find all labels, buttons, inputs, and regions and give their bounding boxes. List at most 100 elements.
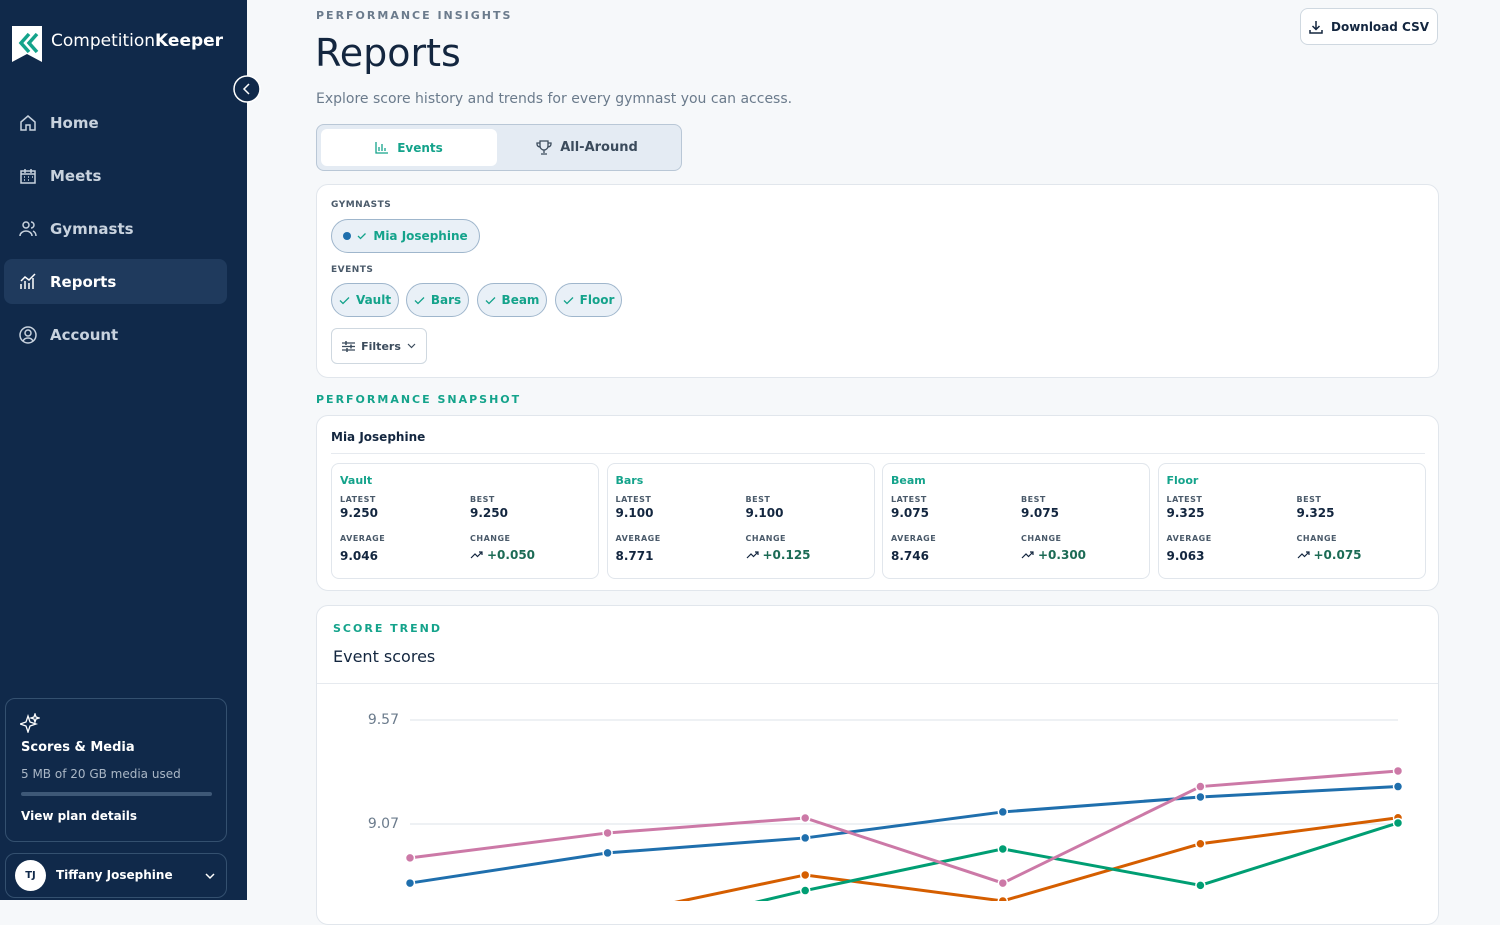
stat-value: 8.771 bbox=[616, 549, 654, 563]
stat-label: AVERAGE bbox=[615, 534, 661, 543]
nav-item[interactable]: Reports bbox=[4, 259, 227, 304]
data-point bbox=[1392, 817, 1404, 829]
sparkle-icon bbox=[20, 713, 40, 733]
tab-all-around[interactable]: All-Around bbox=[497, 129, 677, 166]
event-chip[interactable]: Bars bbox=[406, 283, 469, 317]
data-point bbox=[997, 843, 1009, 855]
stat-value: +0.050 bbox=[470, 548, 535, 562]
data-point bbox=[1392, 781, 1404, 792]
stat-number: 8.771 bbox=[615, 549, 654, 563]
stat-label: BEST bbox=[1021, 495, 1046, 504]
event-name: Vault bbox=[340, 474, 373, 487]
filters-button[interactable]: Filters bbox=[331, 328, 427, 364]
series-line bbox=[409, 769, 1399, 885]
data-point bbox=[1195, 880, 1206, 891]
chart-card: SCORE TREND Event scores 9.07 9.57 bbox=[316, 605, 1439, 925]
stat-label: BEST bbox=[470, 495, 495, 504]
stat-value: 9.325 bbox=[1167, 506, 1205, 520]
brand-bold: Keeper bbox=[155, 31, 224, 51]
snapshot-card: Mia Josephine Vault LATEST 9.250 BEST 9.250 A… bbox=[316, 415, 1439, 591]
event-chip[interactable]: Vault bbox=[331, 283, 399, 317]
chevron bbox=[205, 873, 215, 880]
nav-item[interactable]: Account bbox=[4, 312, 227, 357]
check-icon bbox=[414, 296, 425, 304]
nav-item[interactable]: Meets bbox=[4, 153, 227, 198]
nav-label: Home bbox=[50, 113, 99, 132]
chip-label: Vault bbox=[355, 293, 392, 307]
data-point bbox=[1195, 791, 1206, 803]
stat-number: 9.325 bbox=[1296, 506, 1335, 520]
eyebrow: PERFORMANCE INSIGHTS bbox=[316, 9, 513, 22]
sidebar: CompetitionKeeper Scores & Media 5 MB of… bbox=[0, 0, 247, 900]
stat-number: +0.125 bbox=[762, 548, 811, 562]
gymnast-chip[interactable]: Mia Josephine bbox=[331, 219, 480, 253]
stat-value: 8.746 bbox=[891, 549, 929, 563]
plan-title: Scores & Media bbox=[21, 740, 135, 755]
event-chip[interactable]: Beam bbox=[477, 283, 547, 317]
stat-value: 9.100 bbox=[616, 506, 654, 520]
nav-item[interactable]: Gymnasts bbox=[4, 206, 227, 251]
section-label: GYMNASTS bbox=[331, 200, 392, 210]
event-stat-card: Vault LATEST 9.250 BEST 9.250 AVERAGE 9.046 CHA… bbox=[331, 463, 599, 579]
download-button[interactable]: Download CSV bbox=[1300, 8, 1438, 45]
chip-label: Floor bbox=[579, 293, 615, 307]
stat-number: +0.300 bbox=[1038, 548, 1087, 562]
data-point bbox=[404, 877, 416, 889]
data-point bbox=[997, 877, 1009, 889]
series-line bbox=[674, 816, 1399, 901]
chart-eyebrow: SCORE TREND bbox=[333, 622, 442, 635]
chevron bbox=[407, 343, 416, 349]
nav-icon bbox=[20, 272, 36, 289]
stat-number: 9.100 bbox=[745, 506, 784, 520]
event-stat-card: Floor LATEST 9.325 BEST 9.325 AVERAGE 9.063 CHA… bbox=[1157, 463, 1426, 579]
logo bbox=[12, 26, 42, 62]
event-chip[interactable]: Floor bbox=[555, 283, 622, 317]
stat-number: +0.050 bbox=[487, 548, 536, 562]
trend-icon bbox=[746, 551, 759, 559]
event-name: Beam bbox=[891, 474, 926, 487]
stat-label: LATEST bbox=[615, 495, 652, 504]
nav-icon bbox=[20, 168, 36, 184]
event-stat-card: Bars LATEST 9.100 BEST 9.100 AVERAGE 8.771 CHAN… bbox=[606, 463, 875, 579]
tab-label: Events bbox=[397, 140, 443, 155]
event-name: Bars bbox=[615, 474, 644, 487]
stat-label: LATEST bbox=[891, 495, 927, 504]
stat-label: CHANGE bbox=[1021, 534, 1062, 543]
collapse-button[interactable] bbox=[233, 75, 261, 103]
gymnast-name: Mia Josephine bbox=[331, 430, 426, 444]
stat-label: AVERAGE bbox=[340, 534, 386, 543]
nav-icon bbox=[19, 220, 37, 236]
stat-value: +0.125 bbox=[746, 548, 811, 562]
chart-title: Event scores bbox=[333, 647, 436, 666]
trend-icon bbox=[470, 551, 483, 559]
stat-value: 9.250 bbox=[470, 506, 508, 520]
tab-events[interactable]: Events bbox=[321, 129, 497, 166]
stat-label: CHANGE bbox=[1296, 534, 1337, 543]
y-tick-label: 9.07 bbox=[368, 816, 399, 832]
nav-icon bbox=[20, 114, 36, 131]
data-point bbox=[799, 869, 811, 881]
download-icon bbox=[1309, 20, 1323, 34]
stat-label: BEST bbox=[745, 495, 771, 504]
stat-number: 9.250 bbox=[340, 506, 378, 520]
series-line bbox=[409, 785, 1399, 885]
stat-number: 9.063 bbox=[1166, 549, 1205, 563]
sliders-icon bbox=[342, 340, 356, 352]
stat-number: 9.250 bbox=[470, 506, 508, 520]
stat-number: 9.100 bbox=[615, 506, 654, 520]
brand-prefix: Competition bbox=[51, 31, 156, 51]
nav-item[interactable]: Home bbox=[4, 100, 227, 145]
nav-label: Gymnasts bbox=[50, 219, 134, 238]
y-tick-label: 9.57 bbox=[368, 712, 399, 728]
filters-label: Filters bbox=[361, 339, 401, 353]
stat-label: LATEST bbox=[340, 495, 376, 504]
stat-label: CHANGE bbox=[470, 534, 511, 543]
data-point bbox=[1195, 838, 1206, 850]
stat-label: BEST bbox=[1296, 495, 1322, 504]
stat-value: 9.325 bbox=[1297, 506, 1335, 520]
plan-link[interactable]: View plan details bbox=[21, 809, 138, 823]
user-menu[interactable]: TJ Tiffany Josephine bbox=[5, 853, 227, 898]
data-point bbox=[602, 847, 613, 859]
section-heading: PERFORMANCE SNAPSHOT bbox=[316, 393, 522, 406]
stat-value: +0.075 bbox=[1297, 548, 1362, 562]
